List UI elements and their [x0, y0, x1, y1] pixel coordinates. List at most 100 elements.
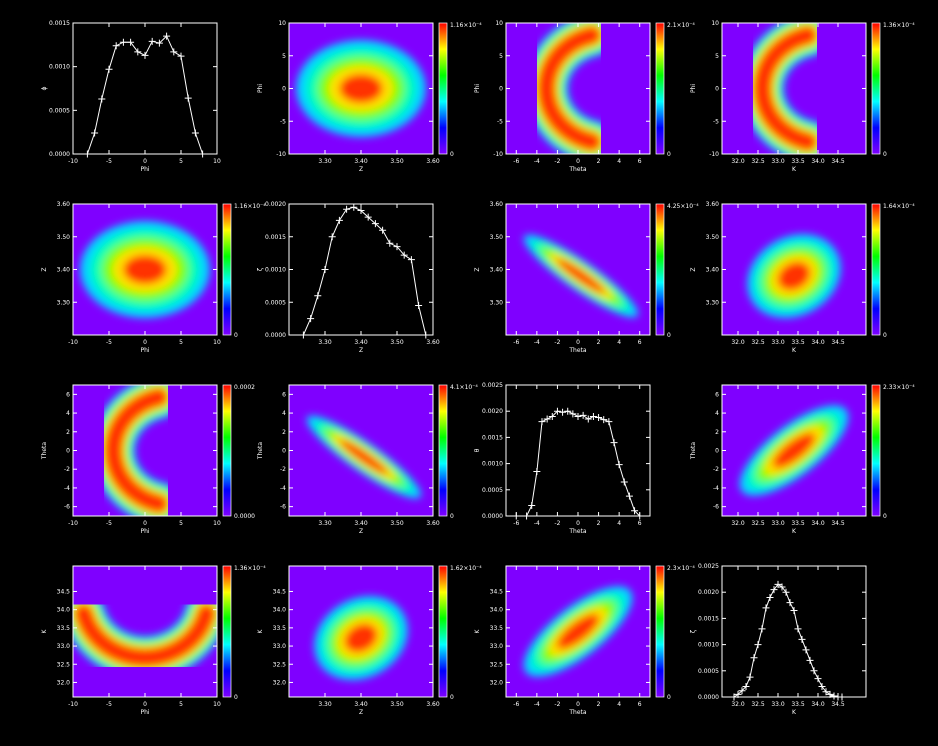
y-tick-label: 34.0: [273, 607, 287, 614]
x-tick-label: 34.0: [811, 158, 825, 165]
x-tick-label: 3.50: [390, 520, 404, 527]
colorbar-min-label: 0: [667, 151, 671, 158]
y-axis-label: Z: [41, 267, 48, 271]
data-point-marker: [778, 583, 786, 591]
x-tick-label: 5: [179, 158, 183, 165]
density-level: [557, 259, 605, 294]
y-tick-label: 0.0000: [49, 151, 70, 158]
data-point-marker: [112, 42, 120, 50]
x-tick-label: 3.40: [354, 701, 368, 708]
data-point-marker: [371, 220, 379, 228]
y-tick-label: 4: [715, 410, 719, 417]
x-tick-label: 10: [213, 701, 221, 708]
y-tick-label: 2: [282, 429, 286, 436]
x-tick-label: 33.0: [771, 158, 785, 165]
y-tick-label: -2: [280, 466, 286, 473]
x-tick-label: 3.30: [318, 339, 332, 346]
x-tick-label: 3.30: [318, 158, 332, 165]
data-point-marker: [119, 38, 127, 46]
data-point-marker: [754, 641, 762, 649]
x-axis-label: K: [792, 528, 797, 535]
panel-p33: -6 -4 -2 0 2 4 6 0.0000 0.0005 0.0010 0.0015 0.0020…: [474, 382, 651, 535]
y-axis-label: Phi: [474, 84, 481, 93]
density-level: [753, 26, 817, 151]
x-tick-label: -6: [513, 520, 519, 527]
y-tick-label: 3.40: [490, 267, 504, 274]
y-axis-label: ζ: [690, 630, 697, 633]
y-tick-label: 0.0020: [265, 201, 286, 208]
y-axis-label: Theta: [257, 442, 264, 461]
y-tick-label: 32.5: [57, 661, 71, 668]
data-point-marker: [838, 693, 846, 701]
colorbar-min-label: 0: [450, 151, 454, 158]
y-axis-label: Phi: [257, 84, 264, 93]
y-tick-label: 0.0010: [482, 461, 503, 468]
data-point-marker: [810, 667, 818, 675]
y-tick-label: 3.30: [57, 299, 71, 306]
data-point-marker: [163, 32, 171, 40]
x-tick-label: -2: [554, 701, 560, 708]
y-tick-label: 0.0025: [482, 382, 503, 389]
x-axis-label: Theta: [568, 528, 587, 535]
data-point-marker: [523, 512, 531, 520]
colorbar: [222, 565, 232, 698]
x-tick-label: 0: [576, 701, 580, 708]
x-tick-label: 10: [213, 158, 221, 165]
data-point-marker: [610, 439, 618, 447]
y-tick-label: 5: [499, 53, 503, 60]
x-tick-label: 3.30: [318, 520, 332, 527]
y-tick-label: 33.0: [273, 643, 287, 650]
x-tick-label: -2: [554, 339, 560, 346]
y-tick-label: 10: [495, 20, 503, 27]
colorbar-min-label: 0: [667, 332, 671, 339]
panel-p43: -6 -4 -2 0 2 4 6 32.0 32.5 33.0 33.5 34.0 34.5 Theta K…: [474, 565, 695, 716]
colorbar-min-label: 0: [450, 694, 454, 701]
x-axis-label: Theta: [568, 166, 587, 173]
colorbar-max-label: 1.16×10⁻⁴: [234, 203, 266, 210]
y-tick-label: 3.60: [490, 201, 504, 208]
y-tick-label: 5: [715, 53, 719, 60]
panel-p31: -10 -5 0 5 10 -6 -4 -2 0 2 4 6 Phi Theta 0.0002 0.0000: [41, 384, 255, 535]
x-tick-label: -10: [68, 520, 78, 527]
x-tick-label: 34.5: [831, 701, 845, 708]
x-tick-label: 6: [638, 701, 642, 708]
colorbar-max-label: 4.1×10⁻⁴: [450, 384, 478, 391]
x-tick-label: 3.50: [390, 701, 404, 708]
plot-frame: [721, 565, 867, 698]
x-tick-label: 0: [143, 158, 147, 165]
colorbar-min-label: 0: [450, 513, 454, 520]
x-axis-label: Z: [359, 166, 363, 173]
density-level: [772, 432, 816, 469]
x-tick-label: -6: [513, 158, 519, 165]
data-point-marker: [364, 213, 372, 221]
x-tick-label: 33.0: [771, 701, 785, 708]
density-level: [104, 388, 168, 513]
y-tick-label: 0.0020: [482, 408, 503, 415]
data-point-marker: [770, 586, 778, 594]
x-tick-label: 3.50: [390, 339, 404, 346]
y-tick-label: 6: [715, 391, 719, 398]
x-tick-label: -5: [106, 701, 112, 708]
data-point-marker: [790, 607, 798, 615]
x-tick-label: 33.0: [771, 520, 785, 527]
data-point-marker: [758, 625, 766, 633]
colorbar: [438, 22, 448, 155]
y-tick-label: -10: [709, 151, 719, 158]
x-tick-label: 33.5: [791, 701, 805, 708]
colorbar-min-label: 0.0000: [234, 513, 255, 520]
data-point-marker: [548, 412, 556, 420]
y-tick-label: 0.0015: [698, 615, 719, 622]
data-point-marker: [155, 39, 163, 47]
y-tick-label: 34.0: [57, 607, 71, 614]
y-tick-label: 0: [282, 86, 286, 93]
x-tick-label: 3.30: [318, 701, 332, 708]
data-point-marker: [574, 412, 582, 420]
data-point-marker: [730, 693, 738, 701]
x-tick-label: 34.0: [811, 701, 825, 708]
y-tick-label: 2: [66, 429, 70, 436]
data-point-marker: [734, 690, 742, 698]
y-axis-label: Theta: [690, 442, 697, 461]
y-tick-label: 32.0: [273, 679, 287, 686]
data-point-marker: [553, 407, 561, 415]
data-point-marker: [141, 51, 149, 59]
